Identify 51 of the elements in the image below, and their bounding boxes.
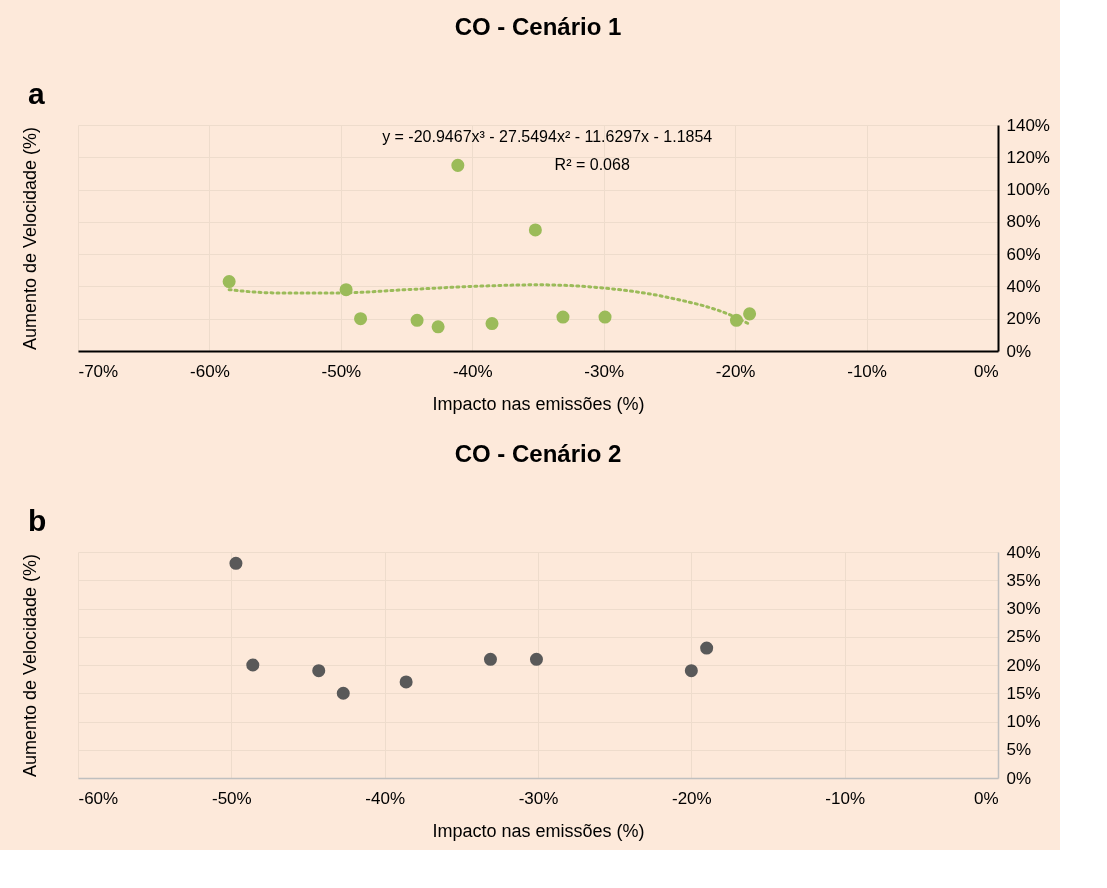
y-tick-label: 20% <box>1006 309 1041 329</box>
x-tick-label: -20% <box>671 788 712 808</box>
x-tick-label: -40% <box>452 361 493 381</box>
x-axis-title: Impacto nas emissões (%) <box>432 393 645 414</box>
point <box>700 641 714 655</box>
point <box>246 658 260 672</box>
chart-title: CO - Cenário 2 <box>454 440 622 467</box>
x-tick-label: -50% <box>211 788 252 808</box>
y-tick-label: 0% <box>1006 341 1032 361</box>
x-axis-title: Impacto nas emissões (%) <box>432 820 645 841</box>
y-tick-label: 140% <box>1006 115 1050 135</box>
y-tick-label: 0% <box>1006 768 1032 788</box>
y-tick-label: 40% <box>1006 276 1041 296</box>
y-tick-label: 40% <box>1006 542 1041 562</box>
x-tick-label: 0% <box>973 788 999 808</box>
point <box>529 652 543 666</box>
y-axis-title: Aumento de Velocidade (%) <box>19 126 40 351</box>
y-tick-label: 80% <box>1006 212 1041 232</box>
annotation: y = -20.9467x³ - 27.5494x² - 11.6297x - 1.1854 <box>382 128 713 145</box>
y-tick-label: 30% <box>1006 599 1041 618</box>
x-tick-label: -40% <box>365 788 406 808</box>
x-tick-label: -30% <box>584 361 625 381</box>
x-tick-label: -60% <box>190 361 230 381</box>
x-tick-label: -70% <box>78 361 119 381</box>
y-tick-label: 5% <box>1006 740 1032 760</box>
y-tick-label: 120% <box>1006 147 1050 167</box>
y-tick-label: 10% <box>1006 712 1041 731</box>
x-tick-label: -30% <box>518 788 559 808</box>
y-axis-title: Aumento de Velocidade (%) <box>19 553 40 778</box>
point <box>483 652 497 666</box>
point <box>312 664 326 678</box>
x-tick-label: -10% <box>825 788 866 808</box>
y-tick-label: 15% <box>1006 683 1041 703</box>
text: b <box>28 504 47 537</box>
y-tick-label: 25% <box>1006 627 1041 647</box>
text: a <box>28 77 45 110</box>
point <box>336 686 350 700</box>
y-tick-label: 20% <box>1006 655 1041 675</box>
annotation: R² = 0.068 <box>554 156 630 173</box>
x-tick-label: 0% <box>973 361 999 381</box>
x-tick-label: -50% <box>321 361 362 381</box>
x-tick-label: -10% <box>847 361 887 381</box>
y-tick-label: 60% <box>1006 244 1041 264</box>
x-tick-label: -20% <box>715 361 756 381</box>
point <box>684 664 698 678</box>
y-tick-label: 100% <box>1006 180 1050 200</box>
point <box>399 675 413 689</box>
chart-title: CO - Cenário 1 <box>454 13 622 40</box>
y-tick-label: 35% <box>1006 570 1041 590</box>
x-tick-label: -60% <box>78 788 119 808</box>
point <box>229 556 243 570</box>
